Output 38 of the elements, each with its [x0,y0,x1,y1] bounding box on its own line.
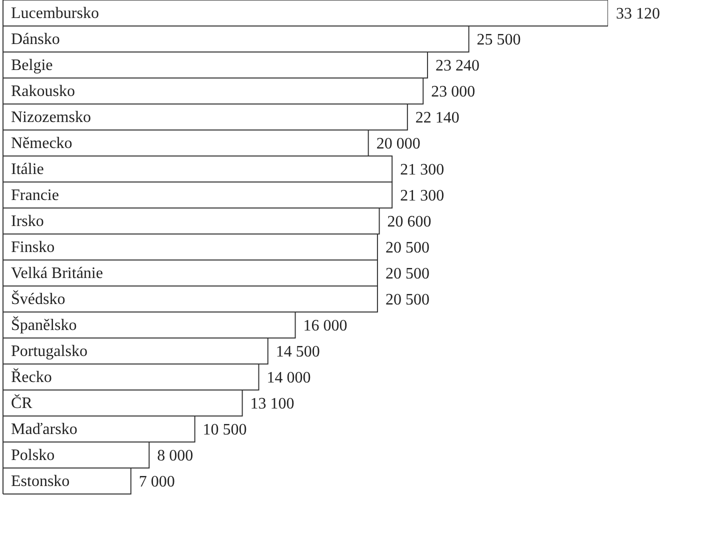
data-label: 22 140 [415,110,460,127]
data-label: 14 500 [276,344,320,361]
data-label: 25 500 [476,32,521,49]
data-label: 23 000 [431,84,476,101]
y-tick-label: Dánsko [11,31,60,48]
y-tick-label: Polsko [11,447,55,464]
y-tick-label: Francie [11,187,59,204]
data-label: 20 500 [385,292,430,309]
y-tick-label: Rakousko [11,83,75,100]
y-tick-label: Estonsko [11,473,70,490]
data-label: 14 000 [266,370,311,387]
data-label: 21 300 [400,162,444,179]
data-label: 20 000 [376,136,420,153]
y-tick-label: Belgie [11,57,53,74]
y-tick-label: Itálie [11,161,44,178]
y-tick-label: Španělsko [11,316,77,334]
y-tick-label: Finsko [11,239,55,256]
data-label: 21 300 [400,188,444,205]
y-tick-label: Řecko [11,368,52,386]
y-tick-label: Nizozemsko [11,109,91,126]
y-tick-label: Portugalsko [11,343,88,360]
y-tick-label: Německo [11,135,72,152]
data-label: 23 240 [436,58,480,75]
y-tick-label: Lucembursko [11,5,99,22]
data-label: 7 000 [138,474,175,491]
data-label: 33 120 [616,6,660,23]
data-label: 10 500 [202,422,247,439]
y-tick-label: Irsko [11,213,44,230]
data-label: 8 000 [157,448,194,465]
y-tick-label: Švédsko [11,290,66,308]
y-tick-label: Maďarsko [11,421,78,438]
data-label: 20 600 [387,214,432,231]
data-label: 13 100 [250,396,294,413]
data-label: 20 500 [385,266,430,283]
y-tick-label: ČR [11,394,33,412]
y-tick-label: Velká Británie [11,265,103,282]
data-label: 16 000 [303,318,348,335]
data-label: 20 500 [385,240,430,257]
